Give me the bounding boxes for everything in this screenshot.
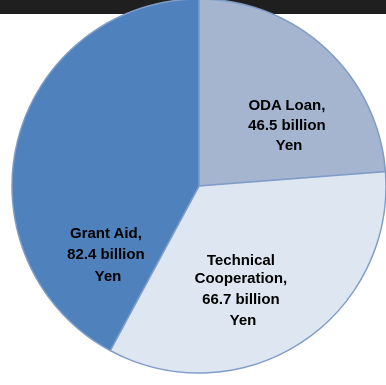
technical-cooperation-line-2: Cooperation,: [195, 270, 288, 287]
grant-aid-line-1: Grant Aid,: [70, 225, 142, 242]
pie-slice-oda-loan: [198, 0, 386, 187]
pie-slice-technical-cooperation: [109, 170, 386, 374]
oda-loan-line-3: Yen: [276, 137, 303, 154]
grant-aid-line-2: 82.4 billion: [67, 246, 145, 263]
slice-label-oda-loan: ODA Loan, 46.5 billion Yen: [248, 97, 330, 154]
pie-slice-grant-aid: [11, 0, 200, 352]
oda-loan-line-2: 46.5 billion: [248, 117, 326, 134]
oda-loan-line-1: ODA Loan,: [248, 97, 325, 114]
technical-cooperation-line-1: Technical: [207, 252, 275, 269]
technical-cooperation-line-4: Yen: [230, 312, 257, 329]
technical-cooperation-line-3: 66.7 billion: [202, 291, 280, 308]
slice-label-technical-cooperation: Technical Cooperation, 66.7 billion Yen: [195, 252, 292, 329]
grant-aid-line-3: Yen: [95, 268, 122, 285]
pie-slices: [11, 0, 386, 374]
slice-label-grant-aid: Grant Aid, 82.4 billion Yen: [67, 225, 149, 285]
